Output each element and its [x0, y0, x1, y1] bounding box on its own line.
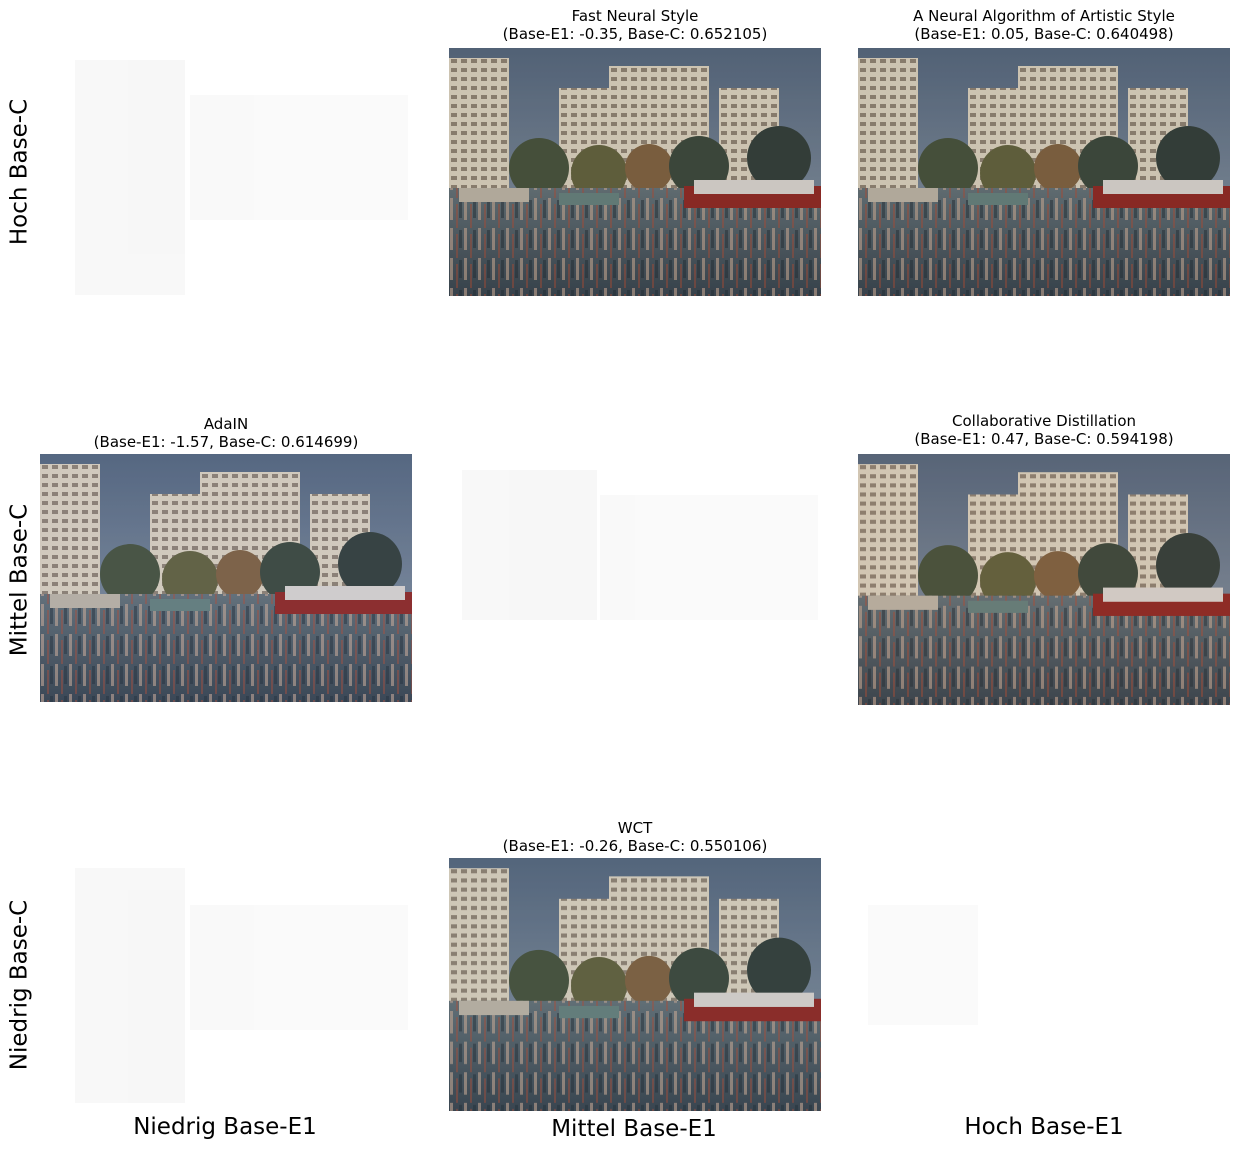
panel-subtitle: (Base-E1: 0.05, Base-C: 0.640498) — [914, 25, 1173, 43]
image-tint — [449, 858, 821, 1111]
panel-title: WCT — [618, 819, 653, 837]
panel-title: Fast Neural Style — [572, 7, 699, 25]
row-label: Mittel Base-C — [7, 504, 33, 657]
panel-subtitle: (Base-E1: 0.47, Base-C: 0.594198) — [914, 430, 1173, 448]
panel-title: Collaborative Distillation — [952, 412, 1136, 430]
image-tint — [858, 48, 1230, 296]
panel-subtitle: (Base-E1: -0.35, Base-C: 0.652105) — [503, 25, 768, 43]
panel-subtitle: (Base-E1: -0.26, Base-C: 0.550106) — [503, 837, 768, 855]
column-label: Mittel Base-E1 — [551, 1116, 717, 1142]
column-label: Niedrig Base-E1 — [133, 1114, 317, 1140]
empty-cells — [75, 60, 978, 1103]
row-label: Hoch Base-C — [7, 99, 33, 245]
row-label: Niedrig Base-C — [7, 900, 33, 1070]
image-tint — [40, 454, 412, 702]
image-tint — [449, 48, 821, 296]
panel-subtitle: (Base-E1: -1.57, Base-C: 0.614699) — [94, 433, 359, 451]
image-tint — [858, 454, 1230, 705]
panel-title: A Neural Algorithm of Artistic Style — [913, 7, 1175, 25]
panel-title: AdaIN — [204, 415, 248, 433]
column-label: Hoch Base-E1 — [964, 1114, 1123, 1140]
